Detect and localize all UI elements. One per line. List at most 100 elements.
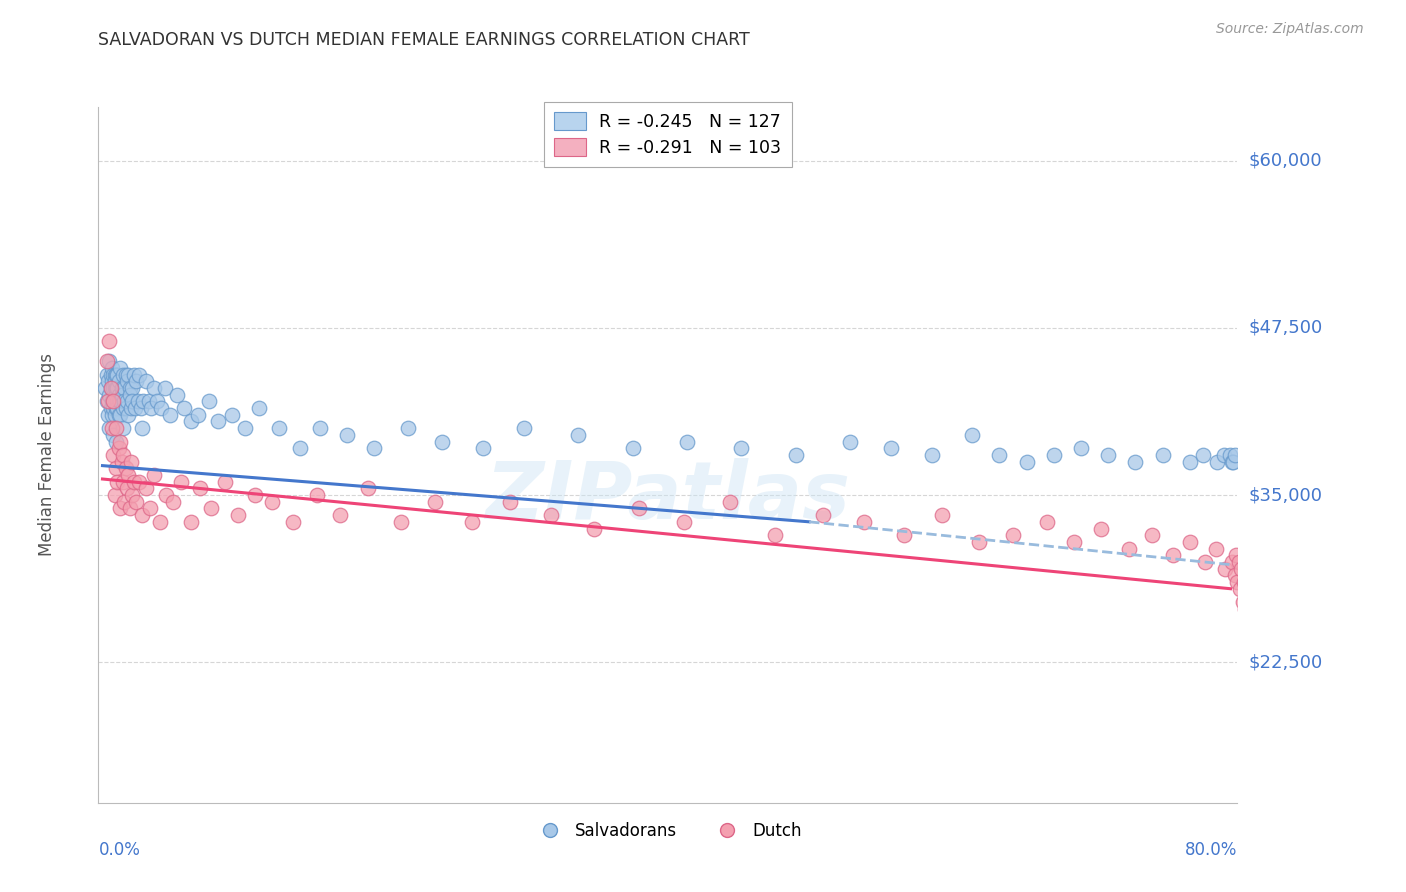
Point [121, 488, 143, 502]
Point [97, 408, 120, 422]
Point [1222, 454, 1244, 469]
Point [162, 494, 184, 508]
Point [197, 394, 219, 409]
Point [763, 528, 786, 542]
Point [112, 381, 135, 395]
Point [1178, 454, 1201, 469]
Point [122, 475, 145, 489]
Point [187, 408, 209, 422]
Point [170, 475, 193, 489]
Point [104, 408, 127, 422]
Point [100, 368, 122, 382]
Point [214, 475, 236, 489]
Point [104, 394, 127, 409]
Point [1239, 642, 1261, 657]
Point [103, 381, 125, 395]
Point [120, 454, 142, 469]
Point [329, 508, 352, 523]
Point [1234, 601, 1257, 615]
Text: 0.0%: 0.0% [98, 841, 141, 859]
Point [432, 434, 454, 449]
Point [107, 394, 129, 409]
Point [97, 394, 120, 409]
Point [143, 381, 166, 395]
Point [114, 401, 136, 416]
Point [166, 387, 188, 401]
Point [207, 414, 229, 428]
Point [396, 421, 419, 435]
Point [101, 360, 124, 375]
Point [122, 368, 145, 382]
Point [1163, 548, 1185, 563]
Point [105, 434, 128, 449]
Point [105, 368, 128, 382]
Point [105, 387, 128, 401]
Point [880, 441, 903, 455]
Point [143, 467, 166, 482]
Point [1263, 662, 1285, 676]
Point [107, 368, 129, 382]
Point [1246, 655, 1268, 669]
Point [97, 375, 120, 389]
Point [499, 494, 522, 508]
Point [1261, 675, 1284, 690]
Point [115, 394, 138, 409]
Point [1250, 675, 1272, 690]
Point [1230, 562, 1253, 576]
Point [107, 475, 129, 489]
Text: Median Female Earnings: Median Female Earnings [38, 353, 56, 557]
Point [135, 375, 157, 389]
Point [105, 421, 128, 435]
Text: Source: ZipAtlas.com: Source: ZipAtlas.com [1216, 22, 1364, 37]
Point [425, 494, 447, 508]
Point [124, 401, 146, 416]
Point [1241, 669, 1264, 683]
Point [129, 401, 152, 416]
Point [115, 481, 138, 495]
Point [1249, 655, 1271, 669]
Point [893, 528, 915, 542]
Point [363, 441, 385, 455]
Point [811, 508, 834, 523]
Point [307, 488, 329, 502]
Point [356, 481, 378, 495]
Point [1258, 662, 1281, 676]
Point [107, 387, 129, 401]
Point [111, 401, 134, 416]
Point [103, 427, 125, 442]
Point [111, 368, 134, 382]
Point [96, 394, 118, 409]
Point [101, 408, 124, 422]
Point [107, 394, 129, 409]
Point [153, 381, 176, 395]
Point [391, 515, 413, 529]
Point [132, 394, 155, 409]
Point [100, 381, 122, 395]
Point [105, 461, 128, 475]
Point [718, 494, 741, 508]
Point [108, 434, 131, 449]
Point [188, 481, 211, 495]
Point [131, 421, 153, 435]
Point [228, 508, 250, 523]
Point [104, 368, 127, 382]
Point [1243, 648, 1265, 663]
Point [141, 401, 163, 416]
Text: $22,500: $22,500 [1249, 653, 1323, 672]
Point [103, 394, 125, 409]
Point [1223, 448, 1246, 462]
Point [101, 421, 124, 435]
Point [128, 475, 150, 489]
Point [103, 401, 125, 416]
Point [107, 401, 129, 416]
Point [243, 488, 266, 502]
Point [104, 381, 127, 395]
Point [1206, 454, 1229, 469]
Point [110, 381, 132, 395]
Point [461, 515, 484, 529]
Point [114, 461, 136, 475]
Point [1192, 448, 1215, 462]
Point [785, 448, 807, 462]
Point [567, 427, 589, 442]
Point [1118, 541, 1140, 556]
